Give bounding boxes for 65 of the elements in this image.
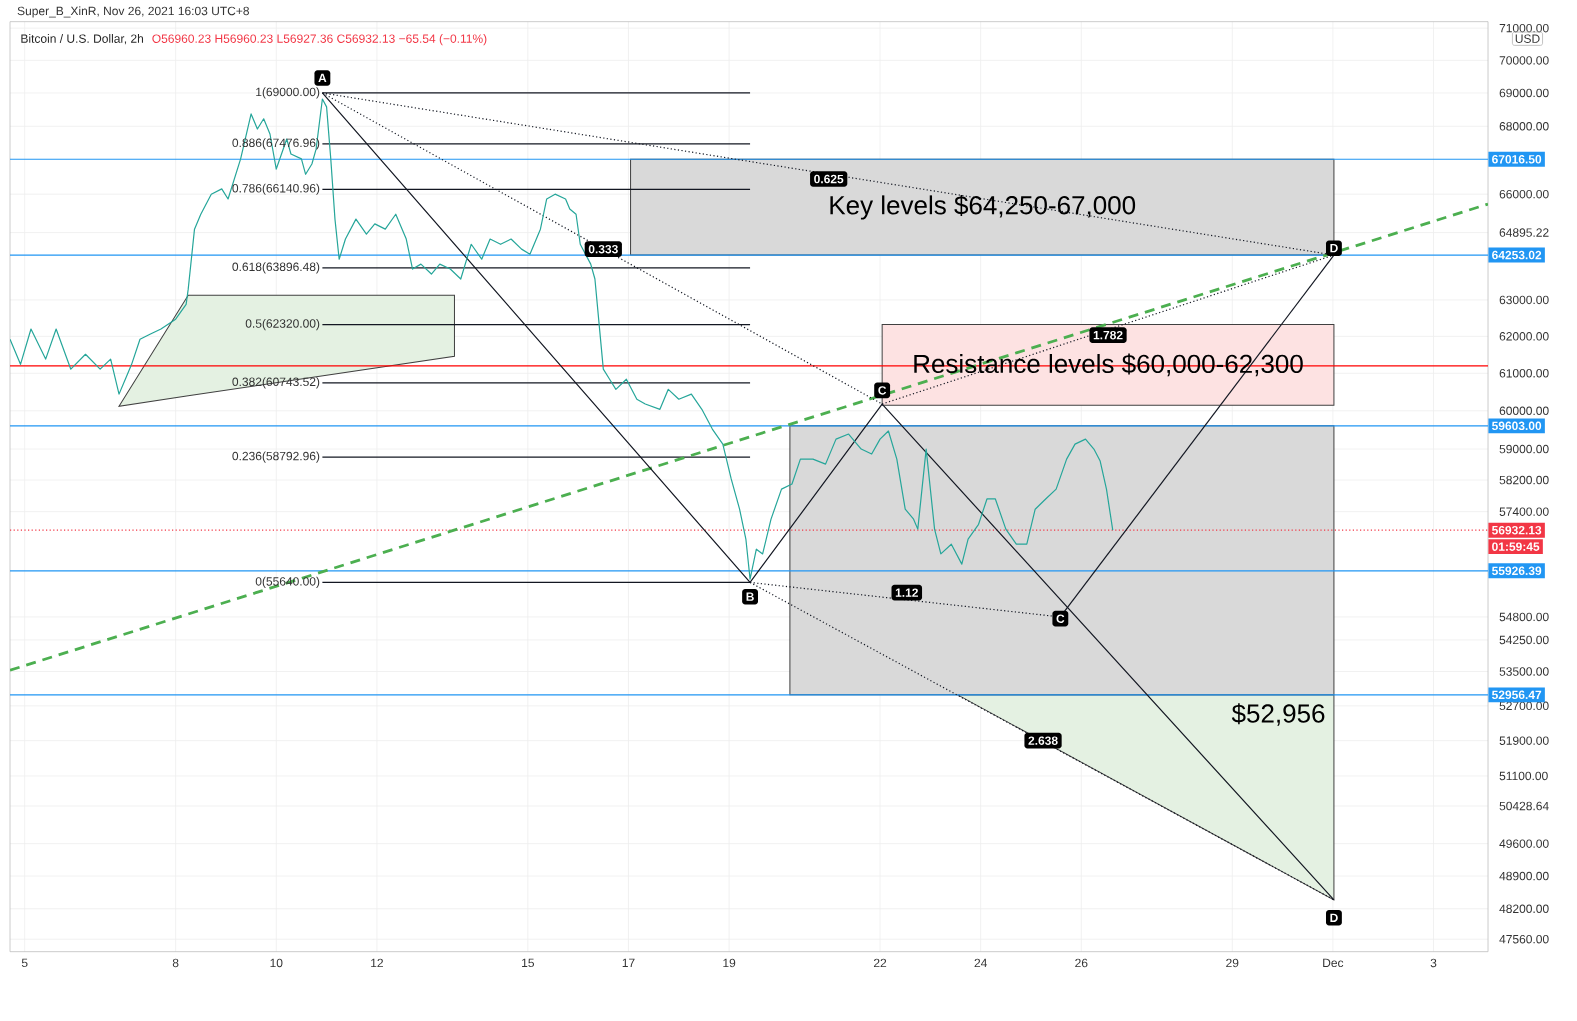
x-tick-label: 10 — [270, 958, 283, 968]
annotation: $52,956 — [1231, 703, 1325, 726]
y-tick-label: 54800.00 — [1499, 612, 1549, 622]
x-tick-label: 26 — [1075, 958, 1088, 968]
y-tick-label: 64895.22 — [1499, 228, 1549, 237]
x-tick-label: 29 — [1226, 958, 1239, 968]
annotation: 0.625 — [814, 174, 844, 184]
text: 01:59:45 — [1492, 542, 1540, 551]
series-label: 0.618(63896.48) — [232, 262, 320, 274]
x-tick-label: 19 — [723, 958, 736, 968]
annotation: C — [1056, 614, 1065, 623]
x-tick-label: 24 — [974, 958, 988, 968]
x-tick-label: 12 — [371, 958, 383, 968]
ref-line-label: 56932.13 — [1492, 525, 1542, 535]
series-label: 0.5(62320.00) — [245, 318, 320, 331]
annotation: 1.782 — [1093, 330, 1123, 340]
annotation: 1.12 — [895, 588, 918, 597]
y-tick-label: 48200.00 — [1499, 904, 1549, 914]
y-tick-label: 71000.00 — [1499, 23, 1549, 33]
series-label: 0.786(66140.96) — [232, 183, 320, 195]
annotation: D — [1330, 913, 1338, 922]
x-tick-label: 8 — [172, 958, 179, 968]
y-tick-label: 52700.00 — [1499, 701, 1549, 711]
annotation: A — [318, 73, 327, 83]
y-tick-label: 51900.00 — [1499, 736, 1549, 745]
series-label: 0.236(58792.96) — [232, 451, 320, 463]
ref-line-label: 67016.50 — [1492, 155, 1542, 164]
ref-line-label: 64253.02 — [1492, 250, 1542, 260]
ref-line-label: 59603.00 — [1492, 421, 1542, 431]
text: Super_B_XinR, Nov 26, 2021 16:03 UTC+8 — [17, 6, 249, 18]
ref-line-label: 52956.47 — [1492, 690, 1542, 700]
y-tick-label: 70000.00 — [1499, 56, 1549, 65]
y-tick-label: 63000.00 — [1499, 295, 1549, 305]
y-tick-label: 54250.00 — [1499, 635, 1549, 645]
y-tick-label: 69000.00 — [1499, 88, 1549, 98]
y-tick-label: 53500.00 — [1499, 667, 1549, 676]
y-tick-label: 68000.00 — [1499, 122, 1549, 131]
series-label: 1(69000.00) — [256, 87, 320, 99]
x-tick-label: 17 — [622, 958, 635, 967]
y-tick-label: 60000.00 — [1499, 406, 1549, 416]
x-tick-label: 15 — [522, 958, 535, 968]
x-tick-label: 5 — [21, 958, 28, 968]
text: O56960.23 H56960.23 L56927.36 C56932.13 −65.54 (−0.11%) — [152, 34, 487, 46]
y-tick-label: 58200.00 — [1499, 475, 1549, 485]
annotation: B — [746, 592, 754, 601]
annotation: 2.638 — [1028, 736, 1058, 745]
x-tick-label: 22 — [873, 958, 887, 968]
x-tick-label: Dec — [1323, 958, 1344, 968]
y-tick-label: 59000.00 — [1499, 444, 1549, 454]
text: Bitcoin / U.S. Dollar, 2h — [21, 34, 144, 45]
y-tick-label: 61000.00 — [1499, 369, 1549, 378]
y-tick-label: 49600.00 — [1499, 839, 1549, 848]
y-tick-label: 57400.00 — [1499, 507, 1549, 516]
y-tick-label: 50428.64 — [1499, 801, 1549, 811]
annotation: 0.333 — [588, 244, 618, 254]
y-tick-label: 47560.00 — [1499, 934, 1549, 944]
y-tick-label: 51100.00 — [1499, 771, 1548, 781]
y-tick-label: 48900.00 — [1499, 871, 1549, 881]
x-tick-label: 3 — [1430, 958, 1437, 968]
ref-line-label: 55926.39 — [1492, 566, 1542, 576]
y-tick-label: 66000.00 — [1499, 189, 1549, 199]
y-axis-title: USD — [1515, 34, 1540, 43]
annotation: C — [878, 386, 887, 395]
annotation: D — [1330, 244, 1338, 253]
y-tick-label: 62000.00 — [1499, 332, 1549, 341]
